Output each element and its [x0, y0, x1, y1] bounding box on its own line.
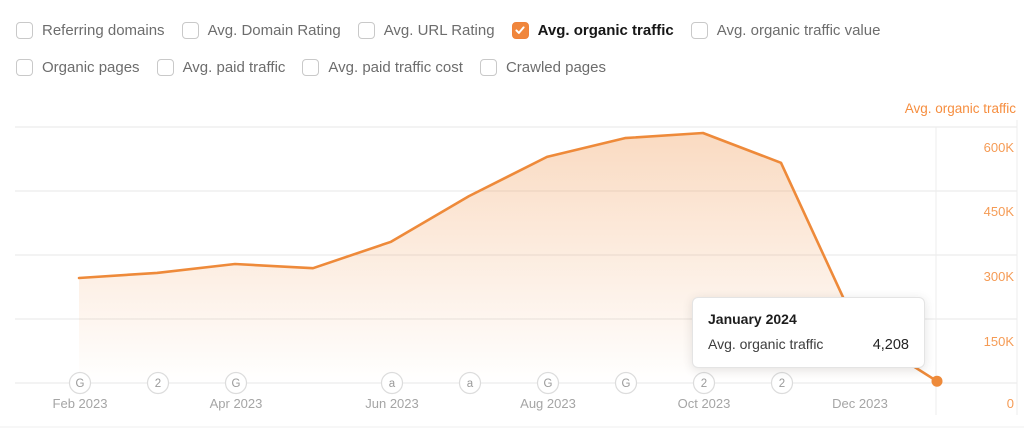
checkbox-unchecked-icon[interactable]: [357, 21, 375, 39]
checkbox-unchecked-icon[interactable]: [479, 58, 497, 76]
filter-referring-domains[interactable]: Referring domains: [16, 21, 165, 39]
y-tick-labels: 600K 450K 300K 150K 0: [984, 140, 1015, 411]
checkbox-checked-icon[interactable]: [511, 21, 529, 39]
filter-label: Avg. organic traffic: [537, 21, 674, 39]
y-tick-label: 150K: [984, 334, 1015, 349]
metric-filter-bar: Referring domains Avg. Domain Rating Avg…: [0, 0, 1024, 90]
chart-canvas[interactable]: G 2 G a a G G: [0, 90, 1024, 444]
filter-avg-organic-traffic[interactable]: Avg. organic traffic: [511, 21, 674, 39]
filter-row-1: Referring domains Avg. Domain Rating Avg…: [16, 21, 1024, 39]
x-tick-label: Dec 2023: [832, 396, 888, 411]
chart-tooltip: January 2024 Avg. organic traffic 4,208: [692, 297, 925, 368]
filter-row-2: Organic pages Avg. paid traffic Avg. pai…: [16, 58, 1024, 76]
filter-avg-url-rating[interactable]: Avg. URL Rating: [357, 21, 495, 39]
y-tick-label: 600K: [984, 140, 1015, 155]
filter-label: Organic pages: [42, 58, 140, 76]
filter-label: Referring domains: [42, 21, 165, 39]
filter-label: Avg. paid traffic cost: [328, 58, 463, 76]
svg-text:G: G: [232, 378, 241, 390]
svg-text:a: a: [467, 378, 474, 390]
filter-label: Avg. organic traffic value: [716, 21, 881, 39]
event-badge[interactable]: G: [224, 371, 248, 395]
tooltip-metric-value: 4,208: [872, 337, 909, 353]
svg-text:a: a: [389, 378, 396, 390]
event-badge[interactable]: 2: [692, 371, 716, 395]
checkbox-unchecked-icon[interactable]: [690, 21, 708, 39]
filter-label: Crawled pages: [505, 58, 606, 76]
event-badge[interactable]: a: [380, 371, 404, 395]
event-badge[interactable]: G: [68, 371, 92, 395]
svg-text:2: 2: [155, 378, 161, 390]
checkbox-unchecked-icon[interactable]: [302, 58, 320, 76]
event-badge[interactable]: 2: [146, 371, 170, 395]
svg-text:G: G: [622, 378, 631, 390]
filter-label: Avg. Domain Rating: [207, 21, 341, 39]
svg-text:2: 2: [779, 378, 785, 390]
tooltip-title: January 2024: [708, 311, 797, 327]
timeline-events: G 2 G a a G G: [68, 371, 794, 395]
x-tick-labels: Feb 2023 Apr 2023 Jun 2023 Aug 2023 Oct …: [53, 396, 888, 411]
y-axis-frame: [935, 120, 1018, 415]
filter-label: Avg. paid traffic: [182, 58, 286, 76]
event-badge[interactable]: G: [536, 371, 560, 395]
svg-text:G: G: [544, 378, 553, 390]
event-badge[interactable]: 2: [770, 371, 794, 395]
tooltip-row: Avg. organic traffic 4,208: [708, 336, 909, 353]
filter-avg-paid-traffic-cost[interactable]: Avg. paid traffic cost: [302, 58, 463, 76]
y-tick-label: 450K: [984, 204, 1015, 219]
x-tick-label: Jun 2023: [365, 396, 419, 411]
event-badge[interactable]: G: [614, 371, 638, 395]
axis-title: Avg. organic traffic: [905, 101, 1017, 116]
organic-traffic-chart: G 2 G a a G G: [0, 90, 1024, 444]
tooltip-metric-label: Avg. organic traffic: [708, 336, 824, 352]
checkbox-unchecked-icon[interactable]: [16, 21, 33, 39]
x-tick-label: Apr 2023: [210, 396, 263, 411]
checkbox-unchecked-icon[interactable]: [156, 58, 174, 76]
traffic-end-dot[interactable]: [931, 375, 943, 387]
checkbox-unchecked-icon[interactable]: [181, 21, 199, 39]
checkbox-unchecked-icon[interactable]: [16, 58, 33, 76]
x-tick-label: Aug 2023: [520, 396, 576, 411]
x-tick-label: Oct 2023: [678, 396, 731, 411]
filter-avg-domain-rating[interactable]: Avg. Domain Rating: [181, 21, 341, 39]
event-badge[interactable]: a: [458, 371, 482, 395]
traffic-line[interactable]: [77, 131, 939, 383]
y-tick-label: 0: [1007, 396, 1014, 411]
filter-avg-paid-traffic[interactable]: Avg. paid traffic: [156, 58, 286, 76]
filter-crawled-pages[interactable]: Crawled pages: [479, 58, 606, 76]
svg-text:G: G: [76, 378, 85, 390]
filter-avg-organic-traffic-value[interactable]: Avg. organic traffic value: [690, 21, 881, 39]
x-tick-label: Feb 2023: [53, 396, 108, 411]
y-tick-label: 300K: [984, 269, 1015, 284]
checkmark-icon: [515, 26, 525, 34]
filter-organic-pages[interactable]: Organic pages: [16, 58, 140, 76]
filter-label: Avg. URL Rating: [383, 21, 495, 39]
svg-text:2: 2: [701, 378, 707, 390]
